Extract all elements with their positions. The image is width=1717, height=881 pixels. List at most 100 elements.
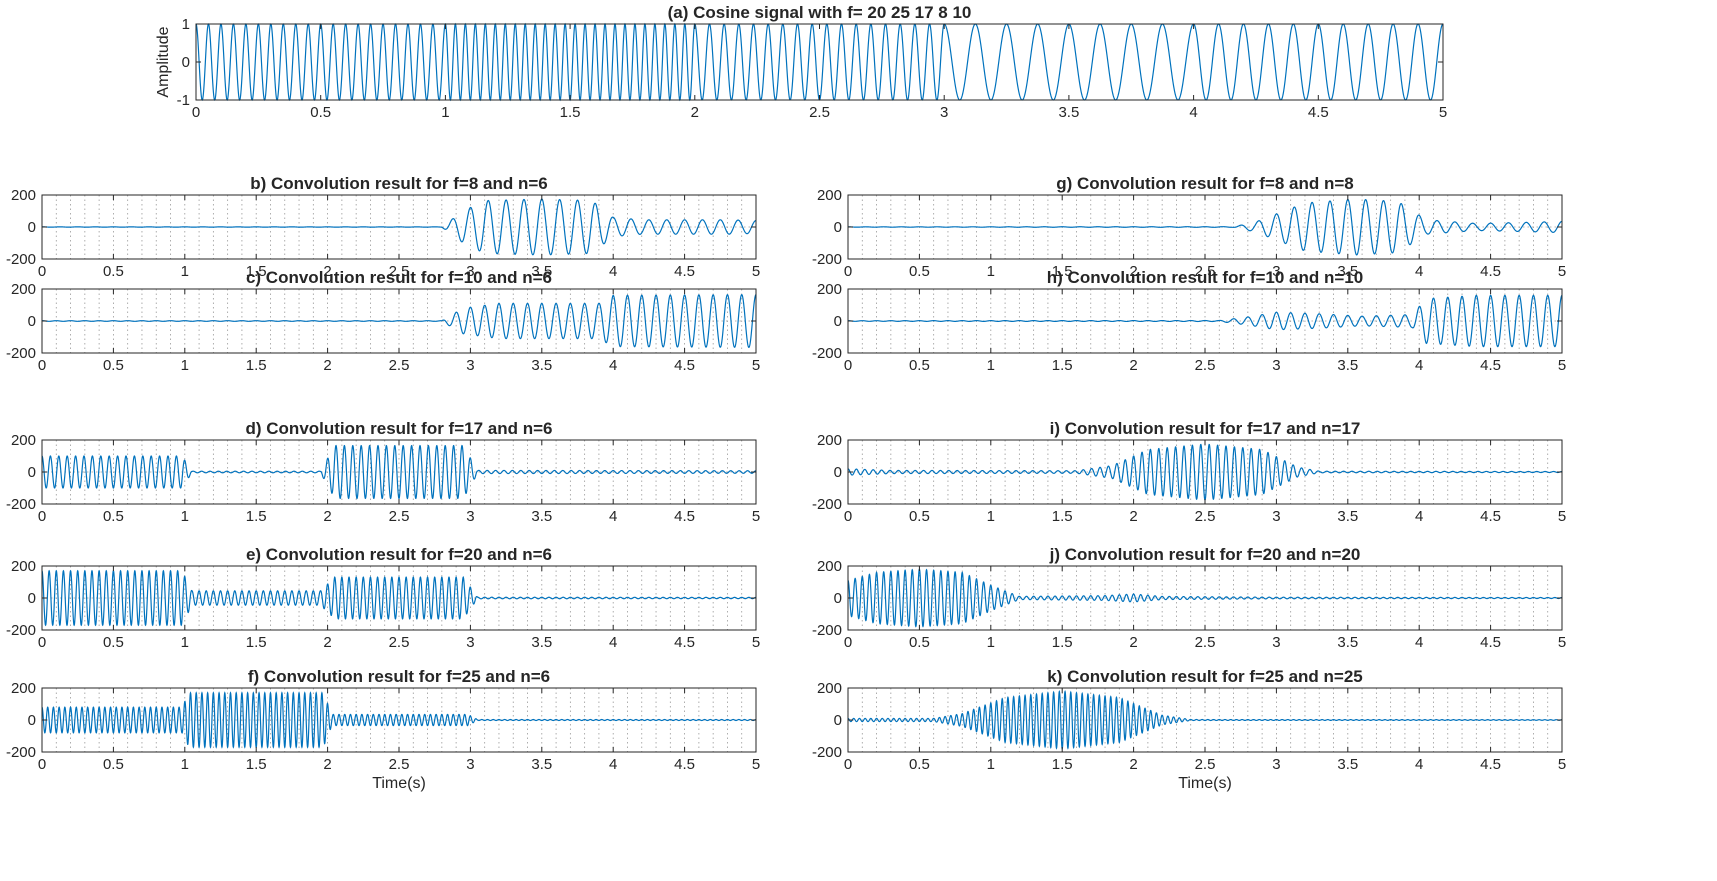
x-tick-label: 3 xyxy=(1272,756,1280,773)
x-tick-label: 0 xyxy=(844,357,852,374)
y-tick-label: 200 xyxy=(817,680,842,697)
x-tick-label: 0 xyxy=(844,508,852,525)
x-tick-label: 4.5 xyxy=(674,263,695,280)
y-tick-label: -200 xyxy=(6,496,36,513)
x-tick-label: 0.5 xyxy=(103,263,124,280)
x-tick-label: 5 xyxy=(1558,263,1566,280)
x-tick-label: 3.5 xyxy=(1058,104,1079,121)
x-tick-label: 5 xyxy=(752,756,760,773)
chart-title: b) Convolution result for f=8 and n=6 xyxy=(250,174,548,193)
x-tick-label: 2.5 xyxy=(389,357,410,374)
x-tick-label: 3.5 xyxy=(531,634,552,651)
x-tick-label: 2 xyxy=(1129,263,1137,280)
x-tick-label: 3 xyxy=(466,508,474,525)
series-line xyxy=(41,691,757,749)
x-tick-label: 1.5 xyxy=(246,263,267,280)
x-tick-label: 3.5 xyxy=(1337,756,1358,773)
x-tick-label: 4.5 xyxy=(674,508,695,525)
x-tick-label: 2.5 xyxy=(1195,756,1216,773)
x-tick-label: 2.5 xyxy=(1195,263,1216,280)
x-tick-label: 5 xyxy=(752,508,760,525)
x-tick-label: 4 xyxy=(1415,263,1423,280)
x-tick-label: 0 xyxy=(38,357,46,374)
x-tick-label: 4.5 xyxy=(1480,508,1501,525)
chart-title: c) Convolution result for f=10 and n=6 xyxy=(246,268,552,287)
x-tick-label: 3 xyxy=(466,357,474,374)
x-tick-label: 3.5 xyxy=(531,756,552,773)
series-line xyxy=(42,294,757,348)
x-tick-label: 3 xyxy=(466,756,474,773)
x-tick-label: 1.5 xyxy=(1052,756,1073,773)
x-tick-label: 5 xyxy=(1558,357,1566,374)
x-tick-label: 4.5 xyxy=(1480,756,1501,773)
chart-title: (a) Cosine signal with f= 20 25 17 8 10 xyxy=(668,3,972,22)
x-tick-label: 1 xyxy=(181,263,189,280)
x-tick-label: 3 xyxy=(466,263,474,280)
y-tick-label: 0 xyxy=(28,219,36,236)
x-tick-label: 0.5 xyxy=(103,357,124,374)
x-tick-label: 1 xyxy=(441,104,449,121)
y-tick-label: -200 xyxy=(6,251,36,268)
x-tick-label: 2 xyxy=(323,634,331,651)
x-tick-label: 0.5 xyxy=(909,357,930,374)
series-line xyxy=(42,198,756,256)
x-tick-label: 4 xyxy=(609,634,617,651)
x-tick-label: 3.5 xyxy=(1337,634,1358,651)
x-tick-label: 5 xyxy=(1558,508,1566,525)
y-tick-label: 200 xyxy=(11,680,36,697)
x-tick-label: 2 xyxy=(323,508,331,525)
x-tick-label: 0.5 xyxy=(909,756,930,773)
x-tick-label: 1.5 xyxy=(246,357,267,374)
y-tick-label: -200 xyxy=(812,251,842,268)
x-tick-label: 0 xyxy=(844,263,852,280)
y-tick-label: -1 xyxy=(177,92,190,109)
subplot-a: 0 0.5 1 1.5 2 2.5 3 3.5 4 4.5 5-101(a) Cosine sign… xyxy=(155,3,1447,121)
series-line xyxy=(41,569,756,627)
x-tick-label: 4 xyxy=(1415,508,1423,525)
x-tick-label: 2.5 xyxy=(809,104,830,121)
y-axis-label: Amplitude xyxy=(155,26,172,97)
x-tick-label: 4 xyxy=(609,508,617,525)
x-tick-label: 1 xyxy=(181,756,189,773)
y-tick-label: 200 xyxy=(817,281,842,298)
x-tick-label: 3.5 xyxy=(1337,263,1358,280)
x-tick-label: 0.5 xyxy=(103,756,124,773)
x-tick-label: 0 xyxy=(844,756,852,773)
x-tick-label: 1 xyxy=(987,634,995,651)
x-tick-label: 3.5 xyxy=(1337,357,1358,374)
x-tick-label: 1.5 xyxy=(1052,508,1073,525)
x-tick-label: 2.5 xyxy=(389,634,410,651)
y-tick-label: -200 xyxy=(812,345,842,362)
y-tick-label: 0 xyxy=(834,590,842,607)
x-tick-label: 3 xyxy=(940,104,948,121)
y-tick-label: 0 xyxy=(28,313,36,330)
y-tick-label: 1 xyxy=(182,16,190,33)
x-tick-label: 2.5 xyxy=(1195,508,1216,525)
x-tick-label: 3 xyxy=(1272,634,1280,651)
x-tick-label: 3 xyxy=(1272,263,1280,280)
chart-title: e) Convolution result for f=20 and n=6 xyxy=(246,545,552,564)
y-tick-label: -200 xyxy=(6,622,36,639)
x-tick-label: 0.5 xyxy=(909,508,930,525)
y-tick-label: 0 xyxy=(834,712,842,729)
chart-title: i) Convolution result for f=17 and n=17 xyxy=(1050,419,1361,438)
y-tick-label: -200 xyxy=(6,744,36,761)
x-tick-label: 4 xyxy=(1415,357,1423,374)
x-tick-label: 2 xyxy=(1129,756,1137,773)
y-tick-label: 200 xyxy=(11,187,36,204)
x-tick-label: 2.5 xyxy=(389,508,410,525)
x-tick-label: 2 xyxy=(1129,357,1137,374)
x-tick-label: 0.5 xyxy=(909,634,930,651)
x-tick-label: 4 xyxy=(609,263,617,280)
x-tick-label: 1 xyxy=(987,508,995,525)
chart-title: d) Convolution result for f=17 and n=6 xyxy=(246,419,553,438)
x-tick-label: 0 xyxy=(38,508,46,525)
chart-title: k) Convolution result for f=25 and n=25 xyxy=(1047,667,1363,686)
x-tick-label: 5 xyxy=(1439,104,1447,121)
y-tick-label: 0 xyxy=(834,219,842,236)
x-tick-label: 1 xyxy=(181,508,189,525)
